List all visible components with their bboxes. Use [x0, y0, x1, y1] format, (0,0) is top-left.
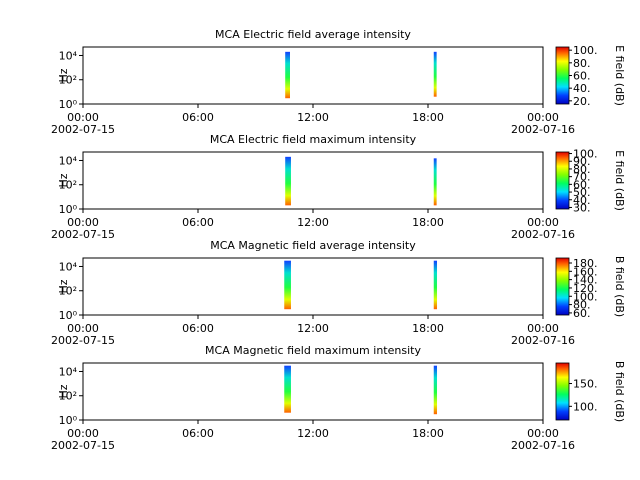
- x-tick-label: 00:00: [67, 111, 99, 124]
- colorbar: [555, 362, 570, 421]
- y-tick-label: 10⁰: [59, 414, 78, 427]
- chart-title: MCA Magnetic field maximum intensity: [205, 344, 421, 357]
- colorbar: [555, 257, 570, 316]
- colorbar-tick-label: 60.: [573, 70, 591, 83]
- x-tick-label: 06:00: [182, 427, 214, 440]
- colorbar-tick-label: 100.: [573, 44, 598, 57]
- chart-title: MCA Electric field maximum intensity: [210, 133, 417, 146]
- colorbar-tick-label: 20.: [573, 95, 591, 108]
- colorbar-tick-label: 40.: [573, 82, 591, 95]
- colorbar-tick-label: 80.: [573, 57, 591, 70]
- colorbar-tick-label: 80.: [573, 299, 591, 312]
- burst: [285, 156, 291, 206]
- colorbar-tick-label: 30.: [573, 201, 591, 214]
- date-label: 2002-07-16: [511, 123, 575, 136]
- colorbar-tick-label: 40.: [573, 194, 591, 207]
- y-tick-label: 10⁰: [59, 203, 78, 216]
- colorbar-tick-label: 160.: [573, 265, 598, 278]
- y-tick-label: 10²: [59, 179, 77, 192]
- y-axis-label: Hz: [57, 68, 70, 82]
- plot-frame: [82, 257, 544, 316]
- burst: [433, 260, 438, 310]
- x-tick-label: 12:00: [297, 111, 329, 124]
- burst: [284, 260, 291, 310]
- plot-frame: [82, 362, 544, 421]
- colorbar-tick-label: 100.: [573, 290, 598, 303]
- colorbar-tick-label: 150.: [573, 378, 598, 391]
- colorbar-tick-label: 100.: [573, 400, 598, 413]
- chart-title: MCA Electric field average intensity: [215, 28, 411, 41]
- colorbar-tick-label: 140.: [573, 274, 598, 287]
- colorbar-tick-label: 50.: [573, 186, 591, 199]
- y-tick-label: 10⁴: [59, 365, 78, 378]
- colorbar-tick-label: 80.: [573, 163, 591, 176]
- colorbar-tick-label: 60.: [573, 178, 591, 191]
- colorbar-tick-label: 100.: [573, 148, 598, 161]
- y-tick-label: 10⁰: [59, 98, 78, 111]
- burst: [433, 365, 438, 415]
- date-label: 2002-07-15: [51, 123, 115, 136]
- x-tick-label: 00:00: [527, 216, 559, 229]
- date-label: 2002-07-15: [51, 334, 115, 347]
- burst: [433, 158, 437, 206]
- x-tick-label: 00:00: [527, 322, 559, 335]
- y-axis-label: Hz: [57, 279, 70, 293]
- x-tick-label: 00:00: [67, 322, 99, 335]
- y-tick-label: 10²: [59, 390, 77, 403]
- x-tick-label: 18:00: [412, 322, 444, 335]
- y-tick-label: 10²: [59, 285, 77, 298]
- colorbar-label: B field (dB): [613, 361, 626, 422]
- y-tick-label: 10⁴: [59, 49, 78, 62]
- x-tick-label: 00:00: [527, 111, 559, 124]
- plot-frame: [82, 46, 544, 105]
- date-label: 2002-07-16: [511, 334, 575, 347]
- burst: [284, 365, 291, 413]
- y-axis-label: Hz: [57, 384, 70, 398]
- x-tick-label: 00:00: [527, 427, 559, 440]
- burst: [433, 51, 437, 97]
- date-label: 2002-07-16: [511, 439, 575, 452]
- x-tick-label: 06:00: [182, 216, 214, 229]
- x-tick-label: 06:00: [182, 111, 214, 124]
- colorbar-label: E field (dB): [613, 150, 626, 211]
- x-tick-label: 00:00: [67, 216, 99, 229]
- x-tick-label: 12:00: [297, 216, 329, 229]
- x-tick-label: 12:00: [297, 427, 329, 440]
- y-tick-label: 10⁴: [59, 154, 78, 167]
- colorbar-label: E field (dB): [613, 45, 626, 106]
- colorbar-tick-label: 120.: [573, 282, 598, 295]
- y-tick-label: 10⁴: [59, 260, 78, 273]
- date-label: 2002-07-15: [51, 439, 115, 452]
- colorbar-label: B field (dB): [613, 256, 626, 317]
- colorbar: [555, 151, 570, 210]
- colorbar-tick-label: 90.: [573, 155, 591, 168]
- x-tick-label: 18:00: [412, 111, 444, 124]
- colorbar-tick-label: 180.: [573, 257, 598, 270]
- plot-frame: [82, 151, 544, 210]
- x-tick-label: 00:00: [67, 427, 99, 440]
- y-tick-label: 10²: [59, 74, 77, 87]
- x-tick-label: 18:00: [412, 427, 444, 440]
- date-label: 2002-07-16: [511, 228, 575, 241]
- colorbar: [555, 46, 570, 105]
- chart-title: MCA Magnetic field average intensity: [210, 239, 416, 252]
- burst: [285, 51, 290, 99]
- colorbar-tick-label: 70.: [573, 171, 591, 184]
- date-label: 2002-07-15: [51, 228, 115, 241]
- x-tick-label: 06:00: [182, 322, 214, 335]
- colorbar-tick-label: 60.: [573, 307, 591, 320]
- y-tick-label: 10⁰: [59, 309, 78, 322]
- y-axis-label: Hz: [57, 173, 70, 187]
- x-tick-label: 12:00: [297, 322, 329, 335]
- x-tick-label: 18:00: [412, 216, 444, 229]
